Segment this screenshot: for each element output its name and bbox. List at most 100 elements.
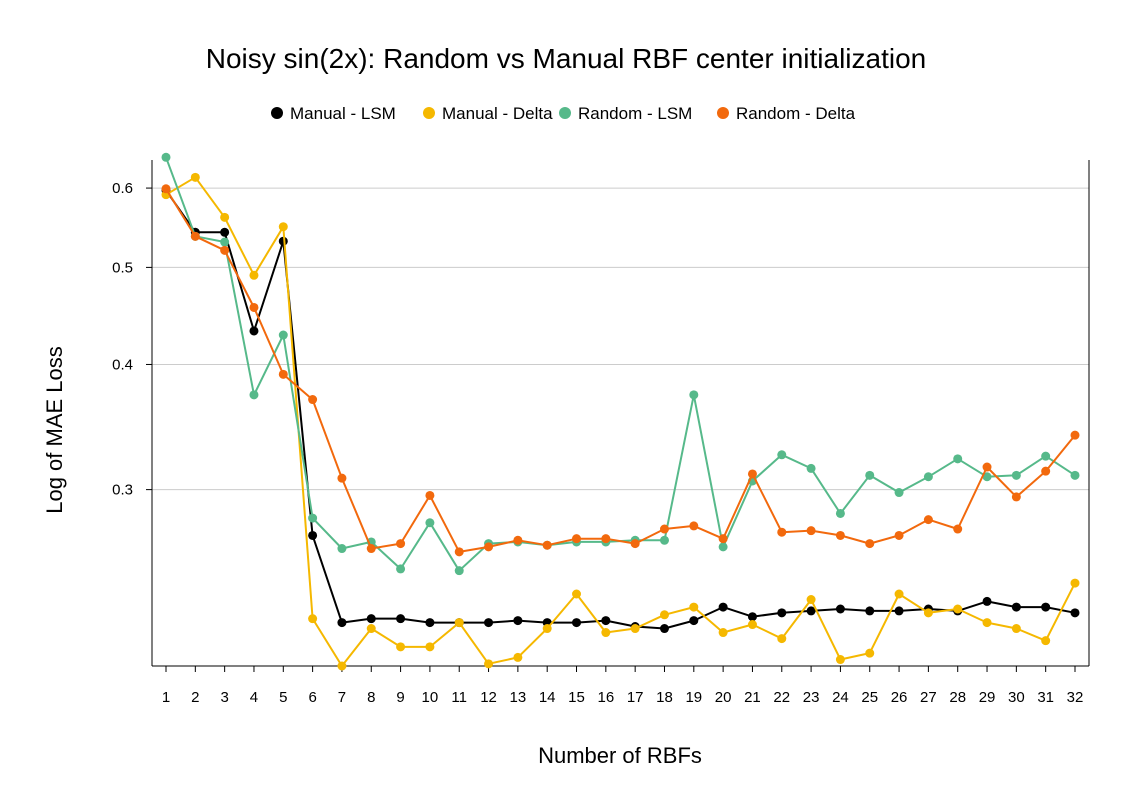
data-point-random-lsm [923,472,933,482]
data-point-manual-lsm [484,618,494,628]
data-point-manual-lsm [689,616,699,626]
data-point-manual-delta [923,608,933,618]
legend: Manual - LSM Manual - Delta Random - LSM Ra… [271,104,856,123]
data-point-manual-lsm [747,612,757,622]
data-point-manual-delta [278,222,288,232]
legend-label: Random - LSM [578,104,692,123]
series-layer [161,152,1080,671]
data-point-random-delta [513,535,523,545]
data-point-random-delta [220,245,230,255]
x-tick-label: 28 [949,689,966,706]
data-point-random-delta [1070,430,1080,440]
x-tick-label: 19 [685,689,702,706]
data-point-random-delta [982,462,992,472]
legend-item: Manual - LSM [271,104,396,123]
data-point-random-delta [337,473,347,483]
data-point-random-lsm [953,454,963,464]
x-ticks: 1 2 3 4 5 6 7 8 9 10 11 12 13 14 15 16 17 18 19 20 21 22 23 24 2… [162,666,1083,706]
data-point-manual-delta [689,602,699,612]
data-point-random-delta [835,530,845,540]
legend-label: Manual - Delta [442,104,553,123]
legend-item: Random - LSM [559,104,692,123]
legend-item: Manual - Delta [423,104,553,123]
x-tick-label: 26 [891,689,908,706]
data-point-random-lsm [894,488,904,498]
data-point-manual-lsm [308,530,318,540]
data-point-manual-lsm [1070,608,1080,618]
data-point-random-delta [659,524,669,534]
data-point-manual-delta [953,604,963,614]
data-point-random-delta [689,521,699,531]
data-point-manual-lsm [718,602,728,612]
legend-label: Random - Delta [736,104,856,123]
data-point-manual-lsm [337,618,347,628]
y-tick-label: 0.6 [112,180,133,197]
data-point-manual-delta [454,618,464,628]
data-point-random-delta [777,527,787,537]
x-tick-label: 7 [338,689,346,706]
x-tick-label: 27 [920,689,937,706]
data-point-manual-lsm [513,616,523,626]
legend-marker [559,107,571,119]
data-point-random-delta [278,369,288,379]
x-tick-label: 10 [422,689,439,706]
data-point-manual-delta [249,270,259,280]
data-point-manual-lsm [1011,602,1021,612]
data-point-manual-lsm [366,614,376,624]
data-point-random-delta [747,469,757,479]
data-point-manual-delta [1070,578,1080,588]
data-point-random-delta [542,540,552,550]
data-point-random-lsm [249,390,259,400]
data-point-manual-delta [835,655,845,665]
data-point-manual-lsm [659,624,669,634]
x-tick-label: 31 [1037,689,1054,706]
data-point-random-lsm [982,472,992,482]
data-point-random-lsm [220,237,230,247]
data-point-random-lsm [659,535,669,545]
x-tick-label: 15 [568,689,585,706]
data-point-manual-delta [337,661,347,671]
data-point-manual-lsm [806,606,816,616]
legend-marker [717,107,729,119]
x-tick-label: 18 [656,689,673,706]
data-point-manual-delta [513,652,523,662]
x-tick-label: 1 [162,689,170,706]
x-tick-label: 30 [1008,689,1025,706]
x-tick-label: 2 [191,689,199,706]
data-point-random-delta [865,539,875,549]
x-tick-label: 4 [250,689,258,706]
data-point-manual-lsm [777,608,787,618]
y-tick-label: 0.3 [112,482,133,499]
data-point-random-lsm [454,566,464,576]
data-point-random-delta [190,231,200,241]
data-point-manual-delta [747,620,757,630]
data-point-random-lsm [1011,470,1021,480]
data-point-manual-lsm [1041,602,1051,612]
data-point-manual-delta [484,659,494,669]
data-point-manual-delta [630,624,640,634]
data-point-random-delta [1041,466,1051,476]
data-point-random-delta [630,539,640,549]
data-point-manual-lsm [572,618,582,628]
data-point-manual-delta [542,624,552,634]
x-tick-label: 12 [480,689,497,706]
data-point-manual-lsm [396,614,406,624]
data-point-manual-delta [396,642,406,652]
data-point-random-delta [308,395,318,405]
gridlines [152,187,1089,491]
data-point-random-delta [806,526,816,536]
y-axis-title: Log of MAE Loss [42,346,67,514]
y-tick-label: 0.4 [112,356,133,373]
data-point-manual-delta [982,618,992,628]
series-manual-lsm [161,185,1080,634]
x-tick-label: 20 [715,689,732,706]
x-tick-label: 6 [308,689,316,706]
data-point-manual-delta [1011,624,1021,634]
data-point-manual-delta [894,589,904,599]
legend-marker [423,107,435,119]
data-point-random-delta [366,544,376,554]
x-tick-label: 16 [597,689,614,706]
data-point-random-lsm [161,152,171,162]
data-point-manual-delta [777,634,787,644]
